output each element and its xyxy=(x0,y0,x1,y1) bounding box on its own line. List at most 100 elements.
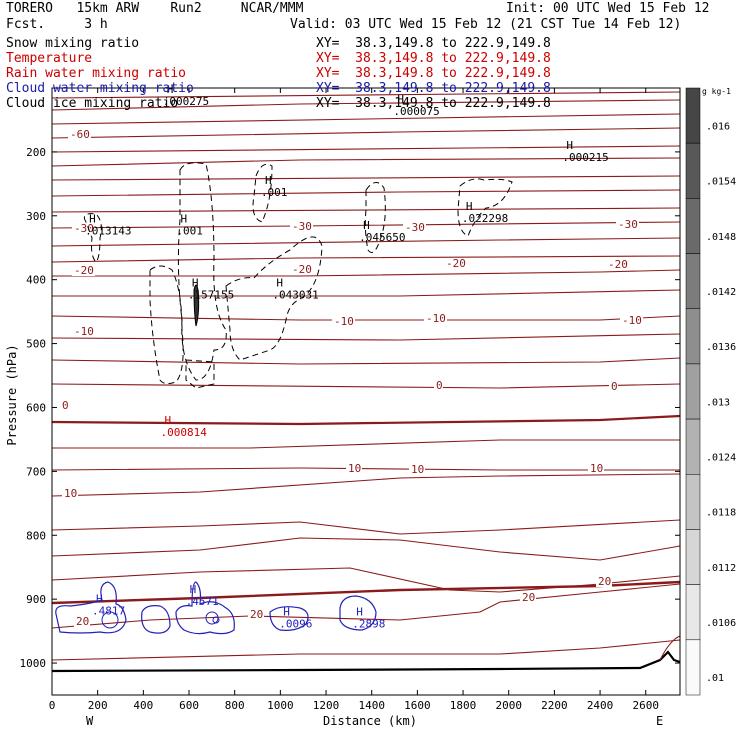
maximum-value-label: .000075 xyxy=(393,105,439,118)
isotherm-line xyxy=(52,289,681,297)
scale-bar-label: .0154 xyxy=(706,177,736,188)
y-tick-label: 700 xyxy=(26,465,46,478)
maximum-h-mark: H xyxy=(192,276,199,289)
zero-degree-isotherm xyxy=(51,580,681,605)
isotherm-label-bg xyxy=(290,264,313,275)
isotherm-label: 20 xyxy=(250,608,263,621)
isotherm-line xyxy=(51,255,681,263)
maximum-value-label: .0096 xyxy=(279,618,312,631)
isotherm-label: -30 xyxy=(618,218,638,231)
xy-snow: XY= 38.3,149.8 to 222.9,149.8 xyxy=(316,36,551,51)
terrain-surface xyxy=(51,650,681,673)
isotherm-label-bg xyxy=(68,129,91,140)
snow-contour xyxy=(457,178,513,237)
isotherm-label-bg xyxy=(62,488,78,499)
isotherm-label-bg xyxy=(616,219,639,230)
plot-frame xyxy=(51,87,681,696)
isotherm-label: -20 xyxy=(446,257,466,270)
isotherm-line xyxy=(51,237,681,247)
isotherm-line xyxy=(51,157,681,167)
isotherm-label: 10 xyxy=(64,487,77,500)
maximum-value-label: .013143 xyxy=(85,225,131,238)
maximum-h-mark: H xyxy=(265,174,272,187)
scale-bar-label: .0106 xyxy=(706,618,736,629)
isotherm-label: 20 xyxy=(598,575,611,588)
isotherm-line xyxy=(51,315,681,321)
isotherm-label-bg xyxy=(72,265,95,276)
x-tick-label: 2200 xyxy=(541,699,568,712)
x-tick-label: 600 xyxy=(179,699,199,712)
maximum-h-mark: H xyxy=(466,200,473,213)
color-scale-bar: .016 .0154 .0148 .0142 .0136 .013 .0124 .0118 .0… xyxy=(685,87,736,696)
isotherm-line xyxy=(51,383,681,389)
isotherm-label-bg xyxy=(332,316,355,327)
scale-bar-label: .0136 xyxy=(706,342,736,353)
scale-bar-label: .0148 xyxy=(706,232,736,243)
cloud-water-contour xyxy=(55,581,127,634)
maximum-h-mark: H xyxy=(190,583,197,596)
maximum-h-mark: H xyxy=(96,593,103,606)
isotherm-label-bg xyxy=(74,616,90,627)
isotherm-label-bg xyxy=(409,464,425,475)
x-tick-label: 200 xyxy=(88,699,108,712)
isotherm-label: 20 xyxy=(522,591,535,604)
x-tick-label: 1000 xyxy=(267,699,294,712)
isotherm-label-bg xyxy=(434,380,443,391)
cloud-water-core xyxy=(101,611,119,629)
cloud-water-contour xyxy=(141,605,171,634)
isotherm-label-bg xyxy=(609,381,618,392)
isotherm-label-bg xyxy=(346,463,362,474)
y-tick-label: 800 xyxy=(26,529,46,542)
snow-contour xyxy=(149,265,184,385)
isotherm-label: -30 xyxy=(74,222,94,235)
maximum-value-label: .4817 xyxy=(92,605,125,618)
maximum-h-mark: H xyxy=(397,93,404,106)
scale-bar-segment xyxy=(685,87,701,144)
isotherm-line xyxy=(51,473,681,497)
model-title: TORERO 15km ARW Run2 NCAR/MMM xyxy=(6,1,304,16)
isotherm-label: -10 xyxy=(622,314,642,327)
isotherm-line xyxy=(51,467,680,471)
legend-temperature: Temperature xyxy=(6,51,93,66)
scale-bar-label: .0124 xyxy=(706,452,736,463)
isotherm-label-bg xyxy=(588,463,604,474)
maximum-h-mark: H xyxy=(89,213,96,226)
maximum-value-label: .4571 xyxy=(186,595,219,608)
scale-bar-segment xyxy=(685,639,701,696)
maximum-h-mark: H xyxy=(164,414,171,427)
plot-axes: 0 200 400 600 800 1000 1200 1400 1600 1800 2000 220… xyxy=(5,87,681,728)
snow-contour xyxy=(364,182,386,253)
isotherm-line xyxy=(51,175,681,181)
isotherm-line xyxy=(51,639,681,661)
isotherm-line xyxy=(52,269,681,277)
isotherm-label: -10 xyxy=(74,325,94,338)
maximum-value-label: .045650 xyxy=(359,231,405,244)
snow-contour xyxy=(83,213,102,263)
maximum-h-mark: H xyxy=(167,83,174,96)
x-tick-label: 800 xyxy=(225,699,245,712)
isotherm-label-bg xyxy=(72,223,95,234)
scale-bar-segment xyxy=(685,253,701,309)
isotherm-label: -30 xyxy=(292,220,312,233)
scale-bar-segment xyxy=(685,584,701,641)
maximum-value-label: .001 xyxy=(261,186,288,199)
isotherm-label: 10 xyxy=(590,462,603,475)
y-tick-label: 900 xyxy=(26,593,46,606)
isotherm-line xyxy=(51,113,681,125)
cloud-water-contour xyxy=(269,606,309,631)
isotherm-line xyxy=(51,519,681,535)
x-tick-label: 2000 xyxy=(495,699,522,712)
east-end-label: E xyxy=(656,714,663,728)
scale-bar-label: .0142 xyxy=(706,287,736,298)
scale-bar-segment xyxy=(685,198,701,254)
xy-cloud-ice: XY= 38.3,149.8 to 222.9,149.8 xyxy=(316,96,551,111)
scale-bar-segment xyxy=(685,474,701,530)
x-tick-label: 1200 xyxy=(313,699,340,712)
y-tick-label: 400 xyxy=(26,274,46,287)
scale-bar-segment xyxy=(685,142,701,199)
isotherm-label: -20 xyxy=(608,258,628,271)
cloud-water-contour xyxy=(339,595,377,631)
scale-bar-label: .013 xyxy=(706,397,730,408)
y-tick-label: 200 xyxy=(26,146,46,159)
